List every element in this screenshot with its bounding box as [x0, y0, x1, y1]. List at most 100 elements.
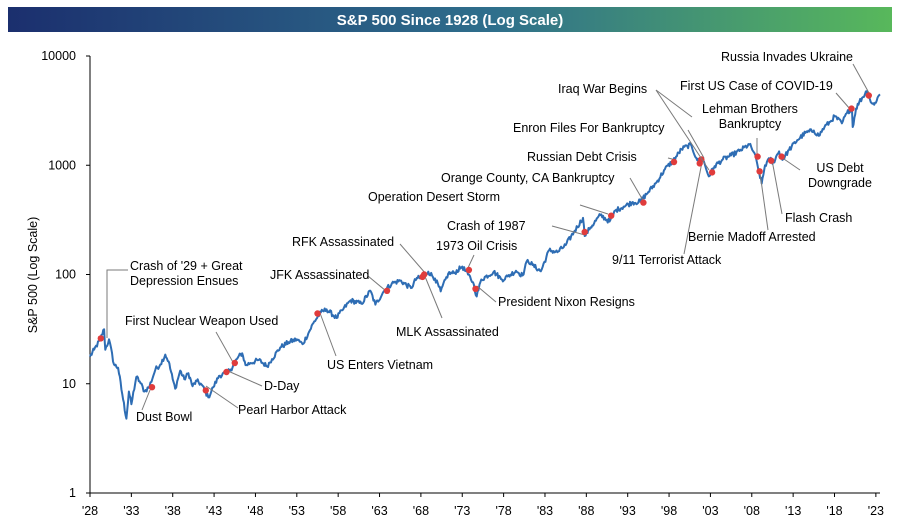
event-marker	[768, 157, 775, 164]
event-annotation: First US Case of COVID-19	[680, 79, 855, 112]
x-tick-label: '48	[247, 504, 263, 518]
event-label: 1973 Oil Crisis	[436, 239, 517, 253]
y-axis-label: S&P 500 (Log Scale)	[26, 217, 40, 334]
event-leader-line	[835, 92, 851, 110]
event-annotation: 1973 Oil Crisis	[436, 239, 517, 274]
series-line-0	[89, 90, 881, 420]
event-leader-line	[759, 172, 769, 231]
event-annotation: US Enters Vietnam	[314, 310, 433, 372]
x-tick-label: '28	[82, 504, 98, 518]
event-label: First US Case of COVID-19	[680, 79, 833, 93]
event-annotation: Orange County, CA Bankruptcy	[441, 171, 647, 206]
event-leader-line	[215, 331, 235, 365]
event-leader-line	[227, 370, 263, 387]
event-annotation: Crash of 1987	[447, 219, 588, 236]
event-label: Operation Desert Storm	[368, 190, 500, 204]
event-marker	[419, 273, 426, 281]
event-annotation: MLK Assassinated	[396, 273, 499, 339]
event-marker	[465, 266, 473, 274]
event-annotation: Russian Debt Crisis	[527, 150, 678, 166]
event-leader-line	[683, 161, 703, 255]
event-label: D-Day	[264, 379, 300, 393]
x-tick-label: '98	[661, 504, 677, 518]
y-tick-label: 10	[62, 377, 76, 391]
event-marker	[223, 368, 230, 376]
event-marker	[865, 92, 872, 99]
event-leader-line	[399, 243, 427, 275]
event-marker	[383, 287, 391, 294]
event-label: Bernie Madoff Arrested	[688, 230, 816, 244]
event-marker	[754, 153, 761, 160]
event-label: Lehman Brothers Bankruptcy	[702, 102, 798, 131]
event-label: Enron Files For Bankruptcy	[513, 121, 665, 135]
event-annotation: Operation Desert Storm	[368, 190, 615, 219]
x-tick-label: '73	[454, 504, 470, 518]
event-label: Crash of 1987	[447, 219, 526, 233]
event-marker	[670, 158, 678, 166]
event-marker	[202, 387, 209, 394]
event-leader-line	[319, 312, 337, 357]
x-tick-label: '88	[578, 504, 594, 518]
y-tick-label: 10000	[41, 49, 76, 63]
event-leader-line	[579, 204, 609, 215]
event-leader-line	[771, 159, 783, 215]
event-annotation: JFK Assassinated	[270, 268, 391, 294]
x-tick-label: '83	[537, 504, 553, 518]
event-marker	[314, 310, 321, 317]
event-label: Russia Invades Ukraine	[721, 50, 853, 64]
event-leader-line	[852, 63, 870, 94]
event-marker	[581, 228, 588, 236]
y-tick-label: 1	[69, 486, 76, 500]
event-marker	[608, 212, 615, 219]
x-tick-label: '78	[495, 504, 511, 518]
event-leader-line	[205, 385, 239, 409]
event-marker	[848, 105, 855, 112]
x-tick-label: '13	[785, 504, 801, 518]
x-tick-label: '08	[744, 504, 760, 518]
event-annotation: Flash Crash	[768, 157, 852, 225]
event-label: Russian Debt Crisis	[527, 150, 637, 164]
event-label: Crash of '29 + Great Depression Ensues	[130, 259, 243, 288]
y-tick-label: 100	[55, 268, 76, 282]
event-label: Pearl Harbor Attack	[238, 403, 347, 417]
event-annotation: US Debt Downgrade	[778, 153, 872, 190]
x-tick-label: '93	[620, 504, 636, 518]
event-marker	[696, 160, 703, 167]
x-tick-label: '33	[123, 504, 139, 518]
event-annotation: Crash of '29 + Great Depression Ensues	[97, 259, 243, 342]
event-annotation: President Nixon Resigns	[472, 285, 635, 309]
event-annotation: 9/11 Terrorist Attack	[612, 160, 722, 267]
x-tick-label: '68	[413, 504, 429, 518]
event-leader-line	[106, 269, 128, 338]
event-leader-line	[423, 273, 443, 319]
y-tick-label: 1000	[48, 158, 76, 172]
event-annotation: Bernie Madoff Arrested	[688, 168, 816, 244]
event-marker	[640, 199, 647, 206]
event-leader-line	[141, 389, 151, 411]
event-marker	[756, 168, 763, 175]
event-leader-line	[476, 285, 497, 303]
event-label: Orange County, CA Bankruptcy	[441, 171, 615, 185]
event-annotation: Lehman Brothers Bankruptcy	[702, 102, 798, 160]
title-bar	[8, 7, 892, 32]
event-label: Iraq War Begins	[558, 82, 647, 96]
event-label: JFK Assassinated	[270, 268, 369, 282]
event-leader-line	[655, 89, 710, 171]
event-label: President Nixon Resigns	[498, 295, 635, 309]
event-marker	[708, 169, 716, 176]
event-leader-line	[367, 275, 387, 292]
event-annotation: Russia Invades Ukraine	[721, 50, 872, 99]
event-annotation: First Nuclear Weapon Used	[125, 314, 278, 367]
event-label: US Enters Vietnam	[327, 358, 433, 372]
event-leader-line	[629, 177, 645, 203]
x-tick-label: '53	[289, 504, 305, 518]
event-label: First Nuclear Weapon Used	[125, 314, 278, 328]
x-tick-label: '63	[371, 504, 387, 518]
x-tick-label: '38	[165, 504, 181, 518]
event-leader-line	[687, 129, 705, 159]
event-annotation: D-Day	[223, 368, 300, 393]
event-marker	[472, 285, 479, 292]
event-annotation: Iraq War Begins	[558, 82, 716, 176]
event-label: 9/11 Terrorist Attack	[612, 253, 722, 267]
